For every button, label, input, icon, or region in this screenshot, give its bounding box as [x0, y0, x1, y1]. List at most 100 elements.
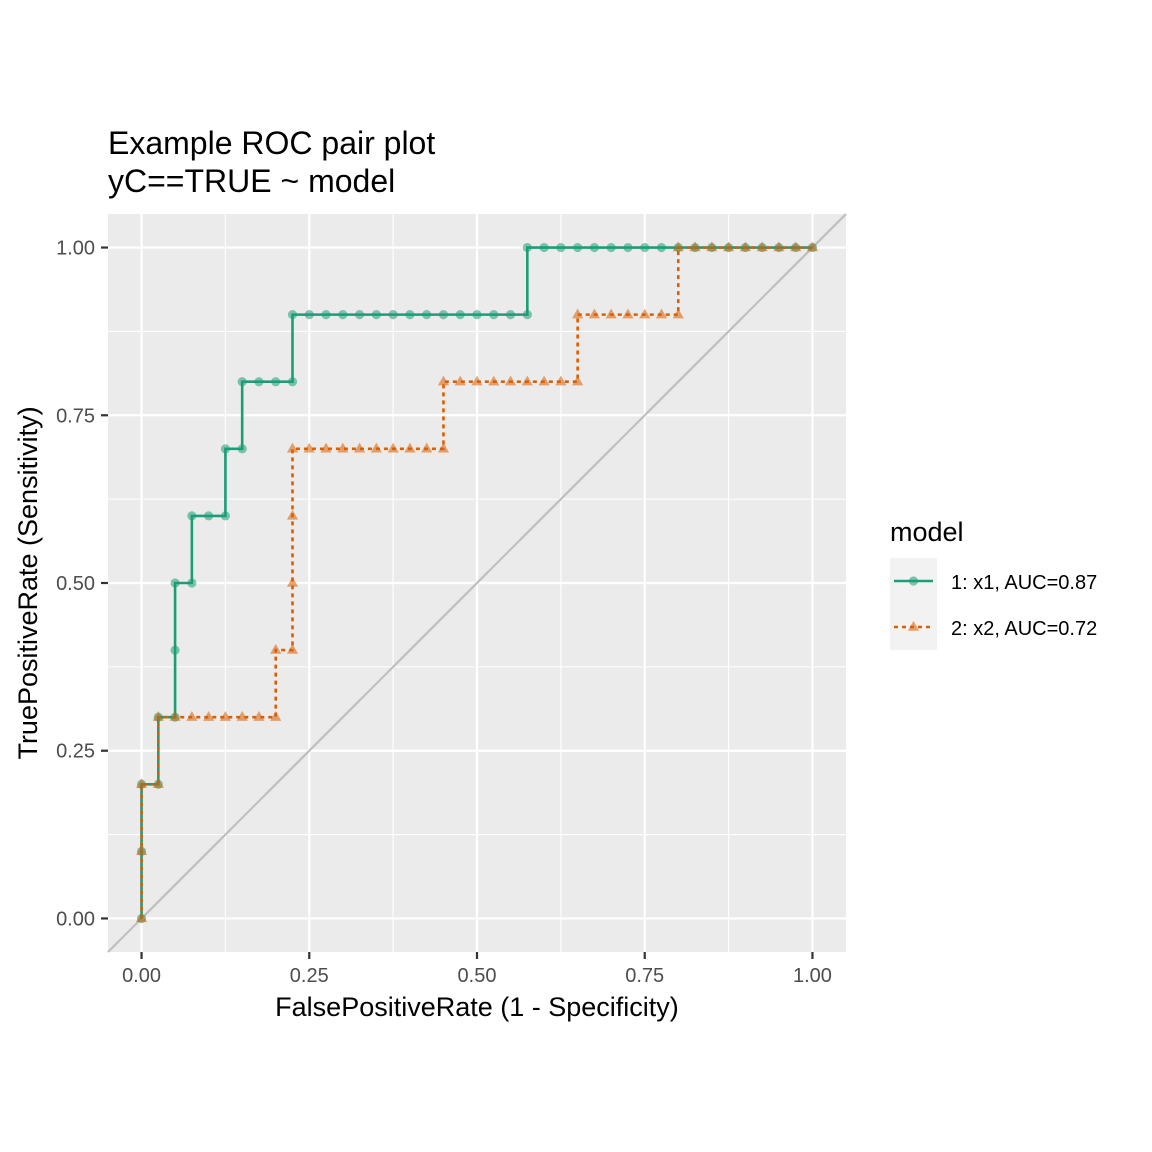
chart-subtitle: yC==TRUE ~ model — [108, 163, 395, 199]
series-1-point — [472, 310, 482, 320]
series-2-point — [454, 375, 466, 386]
series-1-point — [204, 511, 214, 521]
series-2-point — [538, 375, 550, 386]
series-1-point — [422, 310, 432, 320]
series-2-point — [286, 442, 299, 453]
series-2-point — [320, 442, 332, 453]
y-tick-label: 0.75 — [56, 405, 95, 427]
series-1-point — [640, 242, 650, 253]
legend-label-series-1: 1: x1, AUC=0.87 — [951, 572, 1097, 594]
chart-title: Example ROC pair plot — [108, 125, 435, 161]
x-tick-label: 1.00 — [793, 965, 832, 987]
legend: model 1: x1, AUC=0.87 2: x2, AUC=0.72 — [890, 517, 1097, 650]
series-2-point — [437, 442, 450, 453]
series-2-point — [605, 308, 617, 319]
series-2-point — [270, 643, 282, 654]
series-1-point — [505, 310, 516, 320]
series-2-point — [203, 711, 215, 721]
series-2-point — [387, 442, 399, 453]
y-axis-ticks: 0.00 0.25 0.50 0.75 1.00 — [56, 238, 108, 930]
series-1-point — [556, 242, 566, 253]
series-2-point — [806, 241, 819, 252]
series-2-point — [353, 442, 366, 453]
series-2-point — [572, 375, 584, 386]
series-2-point — [270, 711, 282, 721]
series-2-point — [555, 375, 567, 386]
series-2-point — [622, 308, 634, 319]
series-2-point — [337, 442, 349, 453]
series-1-point — [170, 578, 180, 588]
legend-key-background — [890, 558, 937, 650]
series-2-point — [488, 375, 500, 386]
series-1-point — [388, 310, 398, 320]
series-2-point — [437, 375, 450, 386]
series-1-point — [539, 242, 549, 253]
series-2-point — [689, 241, 701, 252]
series-1-point — [606, 242, 616, 253]
series-2-point — [706, 241, 718, 252]
series-2-point — [504, 375, 517, 386]
series-2-point — [639, 308, 651, 319]
series-2-point — [756, 241, 768, 252]
series-1-point — [254, 377, 264, 387]
series-2-point — [286, 576, 299, 587]
series-1-point — [589, 242, 600, 253]
x-tick-label: 0.00 — [122, 965, 161, 987]
series-1-point — [220, 511, 231, 521]
x-tick-label: 0.25 — [290, 965, 329, 987]
series-1-point — [170, 645, 180, 655]
series-1-point — [455, 310, 465, 320]
series-2-point — [672, 308, 684, 319]
legend-title: model — [890, 517, 964, 547]
x-axis-title: FalsePositiveRate (1 - Specificity) — [275, 992, 679, 1022]
series-2-point — [572, 308, 584, 319]
series-2-point — [253, 711, 265, 721]
series-1-point — [271, 377, 281, 387]
series-layer — [135, 241, 819, 924]
series-2-point — [169, 711, 181, 721]
y-tick-label: 0.00 — [56, 908, 95, 930]
series-2-point — [471, 375, 483, 386]
y-tick-label: 0.25 — [56, 741, 95, 763]
series-2-point — [135, 845, 148, 856]
legend-key-marker-series-2 — [907, 620, 920, 631]
series-2-point — [421, 442, 433, 453]
series-2-point — [773, 241, 785, 252]
series-2-point — [286, 509, 299, 520]
series-2-point — [588, 308, 601, 319]
legend-label-series-2: 2: x2, AUC=0.72 — [951, 618, 1097, 640]
series-2-point — [219, 711, 232, 721]
series-1-point — [573, 242, 583, 253]
x-tick-label: 0.50 — [458, 965, 497, 987]
series-2-point — [186, 711, 198, 721]
series-1-point — [371, 310, 381, 320]
series-1-point — [489, 310, 499, 320]
y-tick-label: 1.00 — [56, 238, 95, 260]
series-1-point — [623, 242, 633, 253]
series-2-point — [404, 442, 416, 453]
series-1-point — [405, 310, 415, 320]
series-2-point — [672, 241, 684, 252]
series-2-point — [370, 442, 382, 453]
series-1-point — [522, 242, 532, 253]
series-1-point — [304, 310, 314, 320]
diagonal-reference-line — [107, 213, 847, 953]
series-1-point — [220, 444, 231, 454]
y-tick-label: 0.50 — [56, 573, 95, 595]
series-1-point — [237, 377, 247, 387]
series-2-point — [286, 643, 299, 654]
series-1-point — [522, 310, 532, 320]
series-2-point — [303, 442, 315, 453]
x-tick-label: 0.75 — [625, 965, 664, 987]
series-1-point — [438, 310, 449, 320]
series-1-point — [287, 377, 298, 387]
series-1-point — [187, 578, 197, 588]
series-2-point — [152, 711, 164, 721]
legend-keys — [894, 576, 933, 631]
series-2-point — [521, 375, 533, 386]
series-2-point — [790, 241, 802, 252]
series-2-point — [135, 778, 148, 788]
legend-key-marker-series-1 — [908, 576, 919, 586]
series-1-point — [656, 242, 667, 253]
series-2-point — [655, 308, 668, 319]
